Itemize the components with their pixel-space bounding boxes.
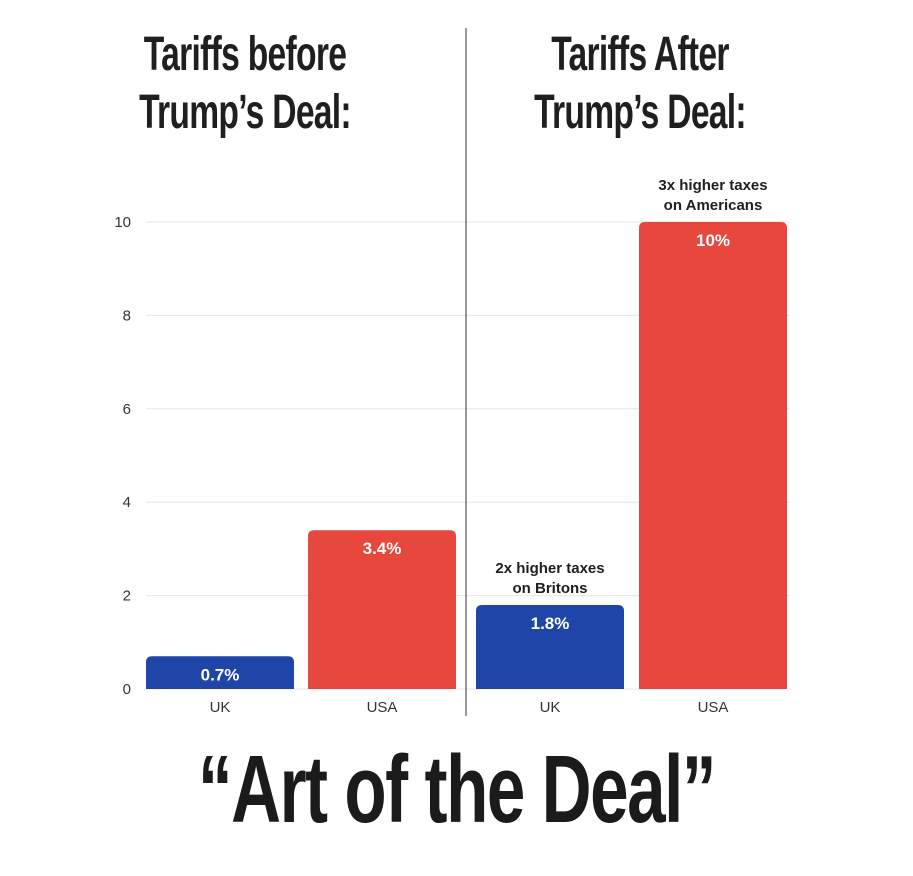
bar-after-uk	[476, 604, 624, 689]
bar-annotation: on Britons	[513, 580, 588, 597]
x-tick-label: USA	[698, 699, 729, 716]
y-tick-label: 2	[123, 588, 131, 605]
heading-after-line-2: Trump’s Deal:	[534, 86, 747, 139]
y-tick-label: 8	[123, 307, 131, 324]
bars	[146, 222, 787, 689]
data-label: 10%	[696, 231, 730, 250]
bar-before-usa	[308, 530, 456, 689]
x-tick-label: UK	[540, 699, 561, 716]
bar-annotation: 2x higher taxes	[495, 560, 604, 577]
data-label: 3.4%	[363, 539, 402, 558]
data-label: 1.8%	[531, 614, 570, 633]
bar-after-usa	[639, 222, 787, 689]
y-tick-label: 6	[123, 401, 131, 418]
y-tick-label: 0	[123, 681, 131, 698]
bar-annotation: 3x higher taxes	[658, 177, 767, 194]
tagline: “Art of the Deal”	[197, 736, 716, 843]
heading-before-line-2: Trump’s Deal:	[139, 86, 352, 139]
bar-annotation: on Americans	[664, 197, 763, 214]
x-tick-label: UK	[210, 699, 231, 716]
bar-before-uk	[146, 656, 294, 689]
y-tick-label: 4	[123, 494, 131, 511]
data-label: 0.7%	[201, 665, 240, 684]
x-tick-label: USA	[367, 699, 398, 716]
heading-before-line-1: Tariffs before	[143, 28, 347, 81]
y-tick-label: 10	[114, 214, 131, 231]
heading-before-deal: Tariffs before Trump’s Deal:	[102, 26, 389, 142]
heading-after-line-1: Tariffs After	[551, 28, 729, 81]
labels: 0 2 4 6 8 10 0.7% UK 3.4% USA 1.8% UK 2x higher taxe…	[114, 177, 767, 716]
heading-after-deal: Tariffs After Trump’s Deal:	[500, 26, 780, 142]
